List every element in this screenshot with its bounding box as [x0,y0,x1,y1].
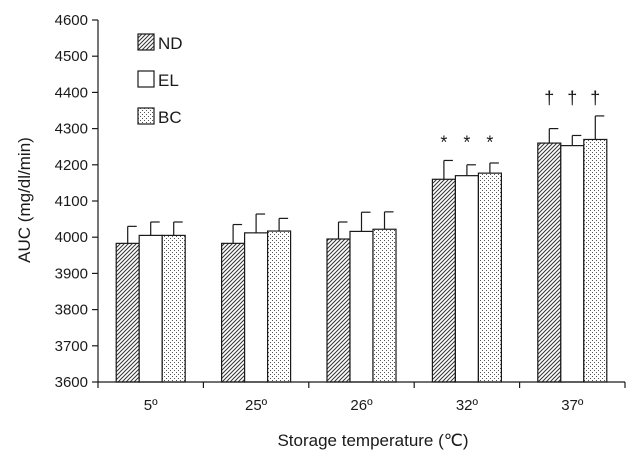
bar-bc [372,228,397,383]
significance-marker: † [590,88,600,108]
bar-bc [477,172,502,383]
y-axis: 3600 3700 3800 3900 4000 4100 4200 4300 4400 4500… [55,12,99,391]
bar-nd [221,242,246,383]
bar-el [560,145,585,383]
bar-nd [431,178,456,383]
legend-label-nd: ND [158,34,183,53]
bar-bc [161,234,186,383]
x-tick-label: 32º [456,397,479,414]
y-tick-label: 3900 [55,265,88,282]
y-tick-label: 4400 [55,84,88,101]
significance-marker: * [463,132,470,152]
y-tick-label: 3800 [55,302,88,319]
x-axis-title: Storage temperature (℃) [277,431,468,450]
bar-bc [583,138,608,383]
bar-nd [326,238,351,383]
y-axis-title: AUC (mg/dl/min) [15,137,34,263]
y-tick-label: 3700 [55,338,88,355]
y-tick-label: 4100 [55,193,88,210]
y-tick-label: 3600 [55,374,88,391]
x-tick-label: 5º [144,397,158,414]
x-tick-label: 37º [561,397,584,414]
bar-nd [537,142,562,383]
bar-el [349,230,374,383]
significance-marker: * [440,132,447,152]
bar-bc [267,230,292,383]
legend-swatch-el [137,70,155,88]
x-tick-label: 25º [245,397,268,414]
y-tick-label: 4200 [55,157,88,174]
x-axis: 5º 25º 26º 32º 37º [97,381,626,414]
bar-el [138,234,163,383]
significance-marker: † [567,88,577,108]
plot-area: * * * † † † [115,88,608,383]
y-tick-label: 4300 [55,121,88,138]
y-tick-label: 4000 [55,229,88,246]
bar-el [454,175,479,383]
legend-label-bc: BC [158,108,182,127]
x-tick-label: 26º [350,397,373,414]
legend-label-el: EL [158,71,179,90]
bar-el [244,232,269,383]
bar-nd [115,242,140,383]
significance-marker: * [486,132,493,152]
y-tick-label: 4500 [55,48,88,65]
legend-swatch-nd [137,33,155,51]
y-tick-label: 4600 [55,12,88,29]
legend: ND EL BC [137,33,183,127]
legend-swatch-bc [137,107,155,125]
significance-marker: † [544,88,554,108]
